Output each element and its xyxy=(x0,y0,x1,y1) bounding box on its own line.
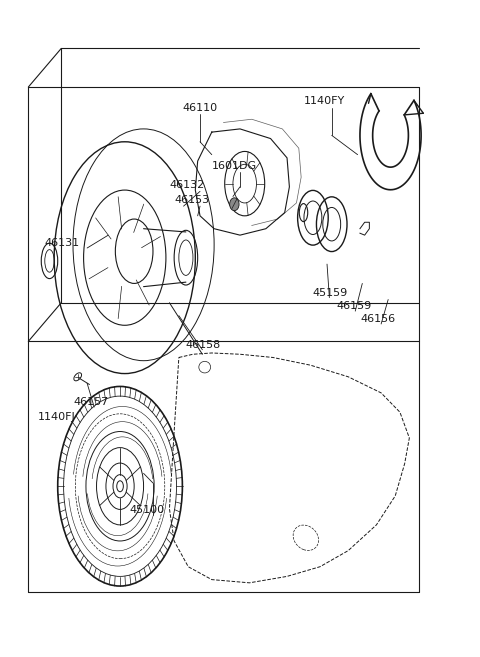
Text: 46157: 46157 xyxy=(73,397,108,407)
Circle shape xyxy=(229,198,239,211)
Text: 46131: 46131 xyxy=(45,238,80,248)
Text: 46156: 46156 xyxy=(360,314,395,324)
Text: 1601DG: 1601DG xyxy=(212,161,257,171)
Text: 1140FJ: 1140FJ xyxy=(38,412,75,422)
Text: 46132: 46132 xyxy=(169,180,204,190)
Text: 46159: 46159 xyxy=(336,301,372,311)
Text: 46153: 46153 xyxy=(174,195,209,205)
Text: 46158: 46158 xyxy=(186,340,221,350)
Text: 45100: 45100 xyxy=(130,505,165,515)
Text: 45159: 45159 xyxy=(313,288,348,298)
Text: 46110: 46110 xyxy=(182,102,217,113)
Text: 1140FY: 1140FY xyxy=(303,97,345,106)
